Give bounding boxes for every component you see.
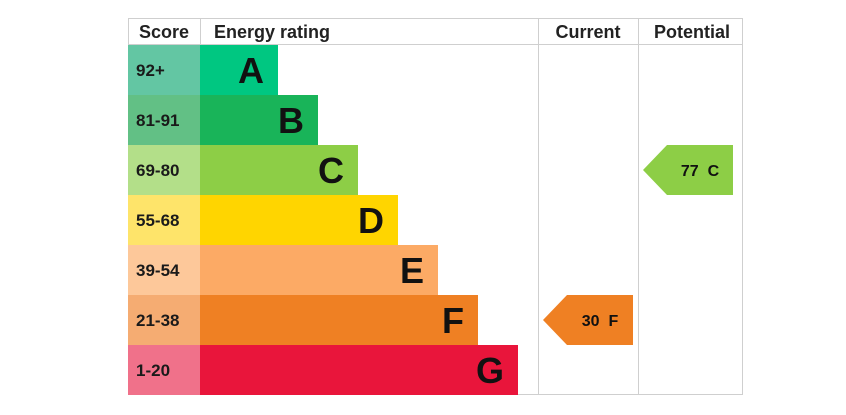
header-row: Score Energy rating Current Potential <box>139 22 730 42</box>
score-range-b: 81-91 <box>136 111 179 130</box>
rating-bar-b <box>200 95 318 145</box>
score-range-c: 69-80 <box>136 161 179 180</box>
current-rating-label: 30 F <box>582 313 619 330</box>
score-range-a: 92+ <box>136 61 165 80</box>
score-cell-f <box>128 295 200 345</box>
header-potential: Potential <box>654 22 730 42</box>
rating-bands: 92+ A 81-91 B 69-80 C 55-68 D 39-54 E 21-38 F 1-20 G <box>128 45 518 395</box>
header-energy-rating: Energy rating <box>214 22 330 42</box>
rating-bar-c <box>200 145 358 195</box>
rating-indicators: 30 F 77 C <box>543 145 733 345</box>
score-range-g: 1-20 <box>136 361 170 380</box>
potential-rating-arrow <box>643 145 733 195</box>
score-range-e: 39-54 <box>136 261 180 280</box>
rating-letter-a: A <box>238 50 264 91</box>
score-cell-g <box>128 345 200 395</box>
score-range-f: 21-38 <box>136 311 179 330</box>
header-score: Score <box>139 22 189 42</box>
rating-bar-f <box>200 295 478 345</box>
score-cell-d <box>128 195 200 245</box>
rating-bar-a <box>200 45 278 95</box>
rating-letter-c: C <box>318 150 344 191</box>
score-range-d: 55-68 <box>136 211 179 230</box>
rating-bar-d <box>200 195 398 245</box>
score-cell-b <box>128 95 200 145</box>
score-cell-c <box>128 145 200 195</box>
header-current: Current <box>555 22 620 42</box>
rating-bar-g <box>200 345 518 395</box>
rating-letter-d: D <box>358 200 384 241</box>
score-cell-a <box>128 45 200 95</box>
rating-letter-b: B <box>278 100 304 141</box>
rating-bar-e <box>200 245 438 295</box>
rating-letter-e: E <box>400 250 424 291</box>
rating-letter-g: G <box>476 350 504 391</box>
potential-rating-label: 77 C <box>681 163 720 180</box>
score-cell-e <box>128 245 200 295</box>
current-rating-arrow <box>543 295 633 345</box>
rating-letter-f: F <box>442 300 464 341</box>
